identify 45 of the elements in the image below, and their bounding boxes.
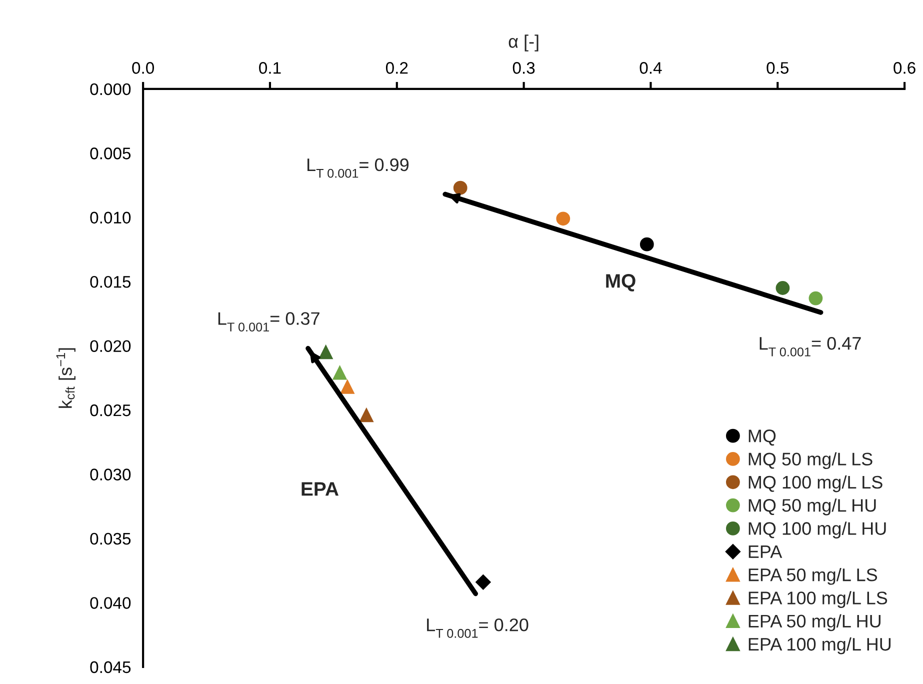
point [476, 574, 491, 590]
x-axis-title: α [-] [508, 34, 538, 52]
legend-label: EPA 50 mg/L HU [748, 614, 880, 632]
x-tick-label: 0.4 [640, 62, 662, 74]
point [340, 380, 354, 394]
legend-label: MQ 50 mg/L HU [748, 498, 876, 516]
y-tick-label: 0.045 [90, 661, 131, 674]
y-axis-title: k$_{cft}$ [s$^{−1}$] [56, 348, 76, 408]
y-tick-label: 0.035 [90, 532, 131, 545]
x-tick-label: 0.5 [766, 62, 789, 74]
point [359, 408, 374, 422]
legend-label: MQ 50 mg/L LS [748, 452, 872, 470]
legend-label: MQ 100 mg/L HU [748, 522, 886, 539]
point [640, 237, 654, 252]
annotation: LT 0.001= 0.47 [760, 336, 861, 356]
y-tick-label: 0.015 [90, 276, 131, 288]
point [453, 180, 468, 195]
legend-label: EPA 100 mg/L HU [748, 637, 891, 654]
point [808, 291, 823, 306]
x-tick-label: 0.1 [259, 62, 281, 74]
y-tick-label: 0.000 [90, 83, 131, 96]
y-tick-label: 0.025 [90, 404, 131, 416]
point [556, 212, 570, 226]
legend-label: EPA 100 mg/L LS [748, 591, 888, 608]
annotation: LT 0.001= 0.20 [427, 618, 528, 638]
annotation: EPA [302, 482, 338, 496]
y-tick-label: 0.020 [90, 340, 131, 352]
y-tick-label: 0.005 [90, 148, 131, 160]
legend-label: MQ 100 mg/L LS [748, 475, 882, 492]
legend-label: EPA 50 mg/L LS [748, 568, 878, 585]
point [776, 281, 790, 295]
point [332, 366, 347, 380]
x-tick-label: 0.0 [132, 62, 154, 74]
y-tick-label: 0.030 [90, 468, 131, 480]
y-tick-label: 0.010 [90, 212, 131, 224]
point [318, 345, 333, 360]
x-tick-label: 0.2 [386, 62, 408, 74]
annotation: LT 0.001= 0.37 [218, 312, 320, 332]
legend-label: MQ [748, 430, 776, 446]
annotation: MQ [606, 274, 636, 292]
x-tick-label: 0.3 [512, 62, 535, 74]
y-tick-label: 0.040 [90, 597, 131, 609]
x-tick-label: 0.6 [894, 62, 916, 74]
legend-label: EPA [748, 545, 782, 558]
annotation: LT 0.001= 0.99 [308, 158, 409, 178]
